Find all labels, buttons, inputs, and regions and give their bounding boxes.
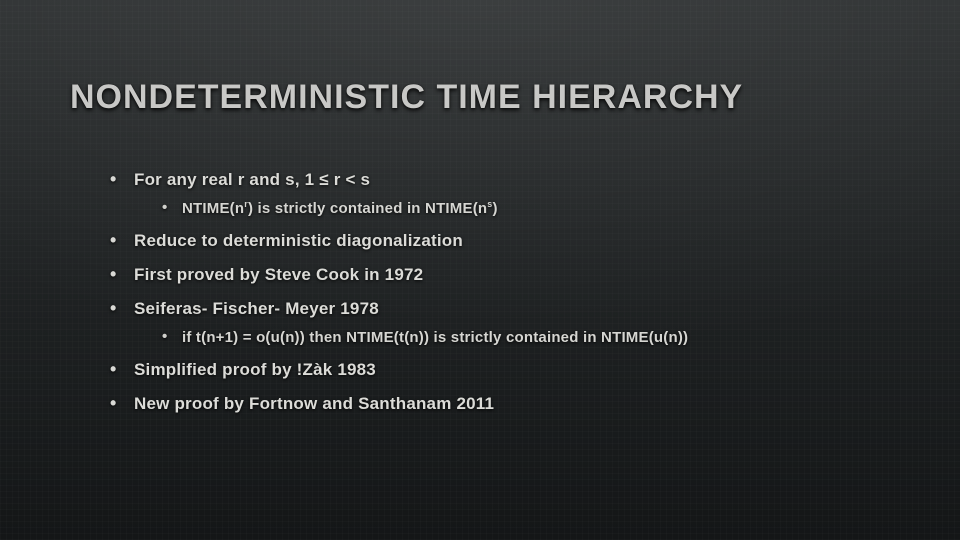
bullet-text: NTIME(nr) is strictly contained in NTIME… bbox=[182, 200, 498, 217]
slide-title: NONDETERMINISTIC TIME HIERARCHY bbox=[70, 78, 743, 117]
list-item: Simplified proof by !Zàk 1983 bbox=[110, 360, 900, 380]
list-item: Reduce to deterministic diagonalization bbox=[110, 231, 900, 251]
list-item: NTIME(nr) is strictly contained in NTIME… bbox=[162, 200, 900, 217]
list-item: For any real r and s, 1 ≤ r < s NTIME(nr… bbox=[110, 170, 900, 217]
list-item: Seiferas- Fischer- Meyer 1978 if t(n+1) … bbox=[110, 299, 900, 346]
list-item: First proved by Steve Cook in 1972 bbox=[110, 265, 900, 285]
slide: NONDETERMINISTIC TIME HIERARCHY For any … bbox=[0, 0, 960, 540]
sub-list: NTIME(nr) is strictly contained in NTIME… bbox=[134, 200, 900, 217]
bullet-text: Reduce to deterministic diagonalization bbox=[134, 231, 463, 250]
list-item: if t(n+1) = o(u(n)) then NTIME(t(n)) is … bbox=[162, 329, 900, 346]
bullet-text: Simplified proof by !Zàk 1983 bbox=[134, 360, 376, 379]
slide-body: For any real r and s, 1 ≤ r < s NTIME(nr… bbox=[110, 170, 900, 428]
bullet-text: For any real r and s, 1 ≤ r < s bbox=[134, 170, 370, 189]
bullet-list: For any real r and s, 1 ≤ r < s NTIME(nr… bbox=[110, 170, 900, 414]
list-item: New proof by Fortnow and Santhanam 2011 bbox=[110, 394, 900, 414]
sub-list: if t(n+1) = o(u(n)) then NTIME(t(n)) is … bbox=[134, 329, 900, 346]
bullet-text: New proof by Fortnow and Santhanam 2011 bbox=[134, 394, 494, 413]
bullet-text: if t(n+1) = o(u(n)) then NTIME(t(n)) is … bbox=[182, 329, 688, 346]
bullet-text: Seiferas- Fischer- Meyer 1978 bbox=[134, 299, 379, 318]
bullet-text: First proved by Steve Cook in 1972 bbox=[134, 265, 423, 284]
